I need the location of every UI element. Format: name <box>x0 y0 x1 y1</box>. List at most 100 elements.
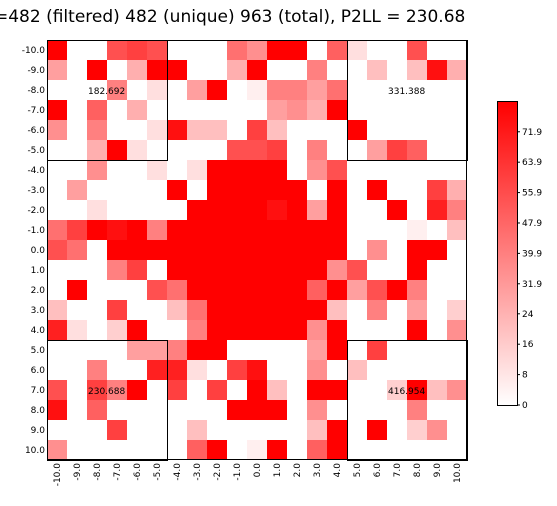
heatmap-cell <box>67 320 87 340</box>
heatmap-cell <box>387 300 407 320</box>
heatmap-cell <box>67 160 87 180</box>
heatmap-cell <box>207 260 227 280</box>
heatmap-cell <box>267 80 287 100</box>
colorbar-tick-label: 39.9 <box>522 249 542 259</box>
heatmap-cell <box>287 140 307 160</box>
heatmap-cell <box>207 80 227 100</box>
heatmap-cell <box>267 120 287 140</box>
heatmap-cell <box>307 100 327 120</box>
y-tick-label: -5.0 <box>27 146 45 156</box>
heatmap-cell <box>207 220 227 240</box>
heatmap-cell <box>447 380 467 400</box>
heatmap-cell <box>307 220 327 240</box>
heatmap-cell <box>87 380 107 400</box>
heatmap-cell <box>427 100 447 120</box>
heatmap-cell <box>287 220 307 240</box>
heatmap-cell <box>427 160 447 180</box>
heatmap-cell <box>187 260 207 280</box>
heatmap-cell <box>147 340 167 360</box>
heatmap-cell <box>127 60 147 80</box>
heatmap-cell <box>207 160 227 180</box>
heatmap-cell <box>327 200 347 220</box>
heatmap-cell <box>207 120 227 140</box>
heatmap-cell <box>327 80 347 100</box>
heatmap-cell <box>127 320 147 340</box>
heatmap-cell <box>347 280 367 300</box>
heatmap-cell <box>247 80 267 100</box>
heatmap-cell <box>447 400 467 420</box>
heatmap-cell <box>387 380 407 400</box>
heatmap-cell <box>187 420 207 440</box>
heatmap-cell <box>407 160 427 180</box>
heatmap-cell <box>287 260 307 280</box>
heatmap-cell <box>47 120 67 140</box>
heatmap-cell <box>287 200 307 220</box>
heatmap-cell <box>227 40 247 60</box>
heatmap-cell <box>127 200 147 220</box>
heatmap-cell <box>207 40 227 60</box>
heatmap-cell <box>167 240 187 260</box>
colorbar-tick-label: 55.9 <box>522 189 542 199</box>
heatmap-cell <box>107 200 127 220</box>
heatmap-cell <box>307 120 327 140</box>
heatmap-cell <box>147 280 167 300</box>
heatmap-cell <box>187 380 207 400</box>
heatmap-cell <box>427 320 447 340</box>
heatmap-cell <box>127 280 147 300</box>
heatmap-cell <box>427 180 447 200</box>
quadrant-label: 230.688 <box>88 387 125 397</box>
heatmap-cell <box>287 240 307 260</box>
heatmap-cell <box>407 200 427 220</box>
heatmap-cell <box>327 120 347 140</box>
heatmap-cell <box>307 180 327 200</box>
heatmap-cell <box>247 100 267 120</box>
heatmap-cell <box>107 120 127 140</box>
heatmap-cell <box>367 40 387 60</box>
heatmap-cell <box>187 320 207 340</box>
heatmap-cell <box>187 240 207 260</box>
heatmap-cell <box>447 440 467 460</box>
heatmap-cell <box>427 420 447 440</box>
x-tick-label: -8.0 <box>93 463 103 481</box>
x-tick-label: -2.0 <box>213 463 223 481</box>
colorbar-tick-label: 8 <box>522 371 528 381</box>
heatmap-cell <box>107 360 127 380</box>
y-tick-label: 5.0 <box>31 346 46 356</box>
colorbar-tick-label: 31.9 <box>522 280 542 290</box>
heatmap-cell <box>247 160 267 180</box>
heatmap-cell <box>367 440 387 460</box>
heatmap-cell <box>347 320 367 340</box>
y-tick-label: -9.0 <box>27 66 45 76</box>
heatmap-cell <box>147 440 167 460</box>
heatmap-cell <box>127 240 147 260</box>
heatmap-cell <box>147 180 167 200</box>
heatmap-cell <box>47 300 67 320</box>
heatmap-cell <box>407 180 427 200</box>
heatmap-cell <box>87 340 107 360</box>
heatmap-cell <box>47 400 67 420</box>
y-tick-label: -8.0 <box>27 86 45 96</box>
x-tick-label: 2.0 <box>293 463 303 478</box>
heatmap-cell <box>287 40 307 60</box>
heatmap-cell <box>367 260 387 280</box>
heatmap-cell <box>327 180 347 200</box>
heatmap-cell <box>347 260 367 280</box>
heatmap-cell <box>247 280 267 300</box>
heatmap-cell <box>287 380 307 400</box>
x-tick-label: -4.0 <box>173 463 183 481</box>
heatmap-cell <box>207 340 227 360</box>
heatmap-cell <box>227 280 247 300</box>
y-tick-label: -1.0 <box>27 226 45 236</box>
heatmap-cell <box>147 240 167 260</box>
heatmap-cell <box>327 220 347 240</box>
heatmap-cell <box>347 360 367 380</box>
heatmap-cell <box>107 60 127 80</box>
y-tick-label: -6.0 <box>27 126 45 136</box>
heatmap-cell <box>67 300 87 320</box>
x-tick-label: 7.0 <box>393 463 403 478</box>
heatmap-cell <box>207 400 227 420</box>
heatmap-cell <box>47 240 67 260</box>
y-tick-label: 1.0 <box>31 266 46 276</box>
heatmap-cell <box>127 140 147 160</box>
heatmap-cell <box>387 100 407 120</box>
